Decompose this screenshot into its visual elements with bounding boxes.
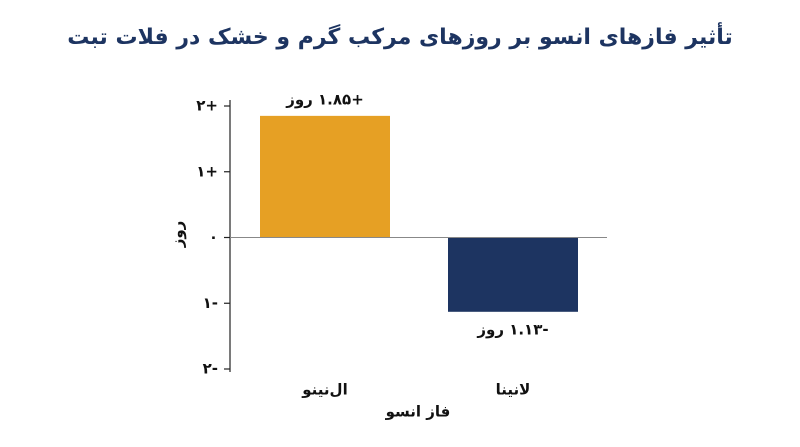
y-tick-label: ۱- [203,294,218,312]
y-tick-label: ۰ [209,228,218,246]
y-tick-label: ۲- [203,360,218,378]
y-tick-label: ۱+ [196,162,218,180]
x-axis-label: فاز انسو [385,403,451,421]
bar [260,115,390,238]
value-label: +۱.۸۵ روز [285,90,364,108]
y-tick-label: ۲+ [196,97,218,115]
chart-title: تأثیر فازهای انسو بر روزهای مرکب گرم و خ… [67,21,732,50]
x-tick-label: لانینا [496,381,531,399]
value-label: -۱.۱۳ روز [476,320,548,338]
x-tick-label: ال‌نینو [301,381,347,399]
y-axis-label: روز [169,221,187,249]
bar [448,237,578,312]
